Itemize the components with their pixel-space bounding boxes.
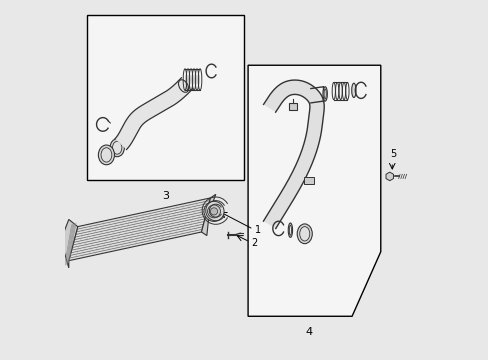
Ellipse shape xyxy=(297,224,312,244)
Polygon shape xyxy=(115,78,192,149)
Polygon shape xyxy=(61,220,78,268)
Circle shape xyxy=(207,205,220,218)
Polygon shape xyxy=(201,194,215,235)
Polygon shape xyxy=(69,198,210,261)
Ellipse shape xyxy=(324,89,325,99)
Text: 2: 2 xyxy=(250,238,257,248)
Polygon shape xyxy=(263,80,324,229)
Ellipse shape xyxy=(98,145,114,165)
Ellipse shape xyxy=(351,83,355,98)
Ellipse shape xyxy=(110,139,124,157)
Ellipse shape xyxy=(112,141,122,154)
Bar xyxy=(303,177,314,184)
Ellipse shape xyxy=(299,226,309,241)
Text: 3: 3 xyxy=(162,191,169,201)
Bar xyxy=(86,15,244,180)
Ellipse shape xyxy=(289,225,291,235)
Text: 5: 5 xyxy=(389,149,396,159)
Polygon shape xyxy=(247,65,380,316)
Ellipse shape xyxy=(287,223,292,237)
Text: 4: 4 xyxy=(305,327,312,337)
Text: 1: 1 xyxy=(254,225,260,235)
Ellipse shape xyxy=(323,87,326,101)
Ellipse shape xyxy=(101,148,112,162)
Circle shape xyxy=(203,201,224,221)
Circle shape xyxy=(210,208,217,215)
Bar xyxy=(288,103,297,110)
Polygon shape xyxy=(385,172,393,181)
